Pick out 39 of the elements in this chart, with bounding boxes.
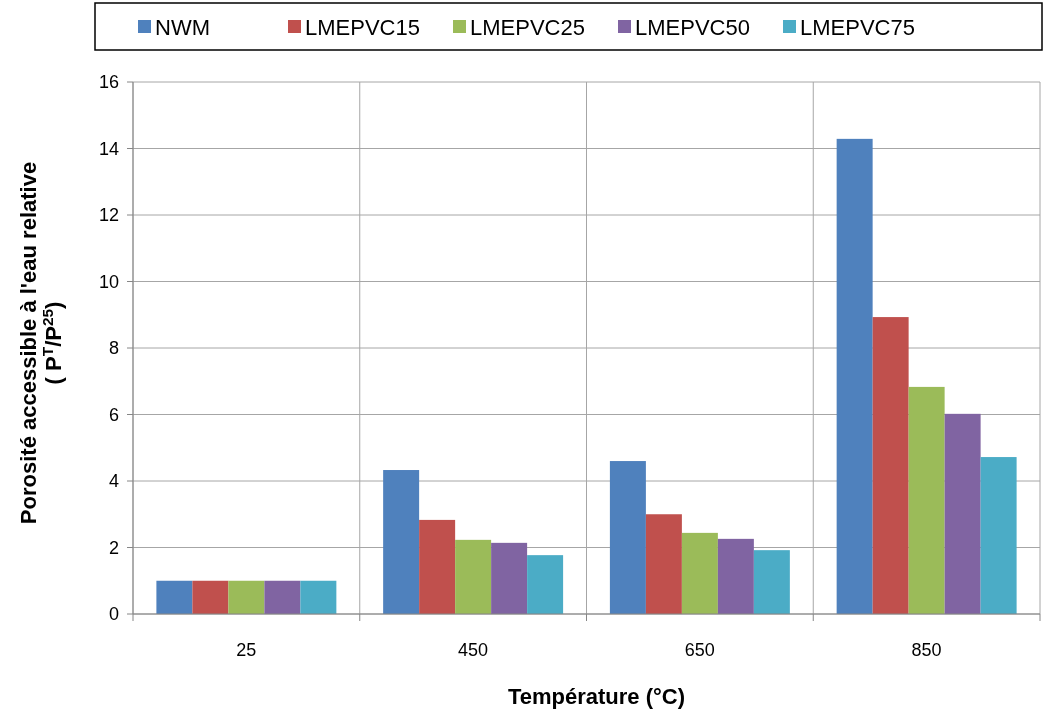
bar	[419, 519, 456, 614]
bar	[609, 461, 646, 614]
y-tick-label: 10	[98, 271, 119, 292]
bar	[455, 539, 492, 614]
bar	[872, 317, 909, 614]
bar	[836, 138, 873, 614]
x-axis-title: Température (°C)	[507, 684, 686, 709]
x-tick-label: 450	[458, 640, 489, 660]
bar	[491, 542, 528, 614]
y-tick-label: 2	[108, 537, 119, 558]
x-tick-label: 650	[684, 640, 715, 660]
bar	[527, 555, 564, 614]
x-tick-label: 850	[911, 640, 942, 660]
bar	[645, 514, 682, 614]
bar	[717, 538, 754, 614]
y-tick-label: 14	[98, 138, 119, 159]
x-tick-label: 25	[236, 640, 257, 660]
bar	[753, 550, 790, 614]
y-tick-label: 16	[98, 72, 119, 93]
bar	[908, 386, 945, 614]
bar	[192, 580, 229, 614]
y-tick-label: 0	[108, 604, 119, 625]
legend-label: LMEPVC75	[800, 14, 915, 40]
bar	[300, 580, 337, 614]
y-tick-label: 6	[108, 404, 119, 425]
legend-label: NWM	[155, 14, 210, 40]
legend-label: LMEPVC25	[470, 14, 585, 40]
bar	[264, 580, 301, 614]
y-tick-label: 8	[108, 338, 119, 359]
bar	[228, 580, 265, 614]
bar	[944, 413, 981, 614]
y-tick-label: 12	[98, 205, 119, 226]
bar	[681, 532, 718, 614]
legend-label: LMEPVC50	[635, 14, 750, 40]
y-tick-label: 4	[108, 471, 119, 492]
bar	[156, 580, 193, 614]
bar	[980, 457, 1017, 614]
legend-label: LMEPVC15	[305, 14, 420, 40]
bar	[383, 470, 420, 614]
